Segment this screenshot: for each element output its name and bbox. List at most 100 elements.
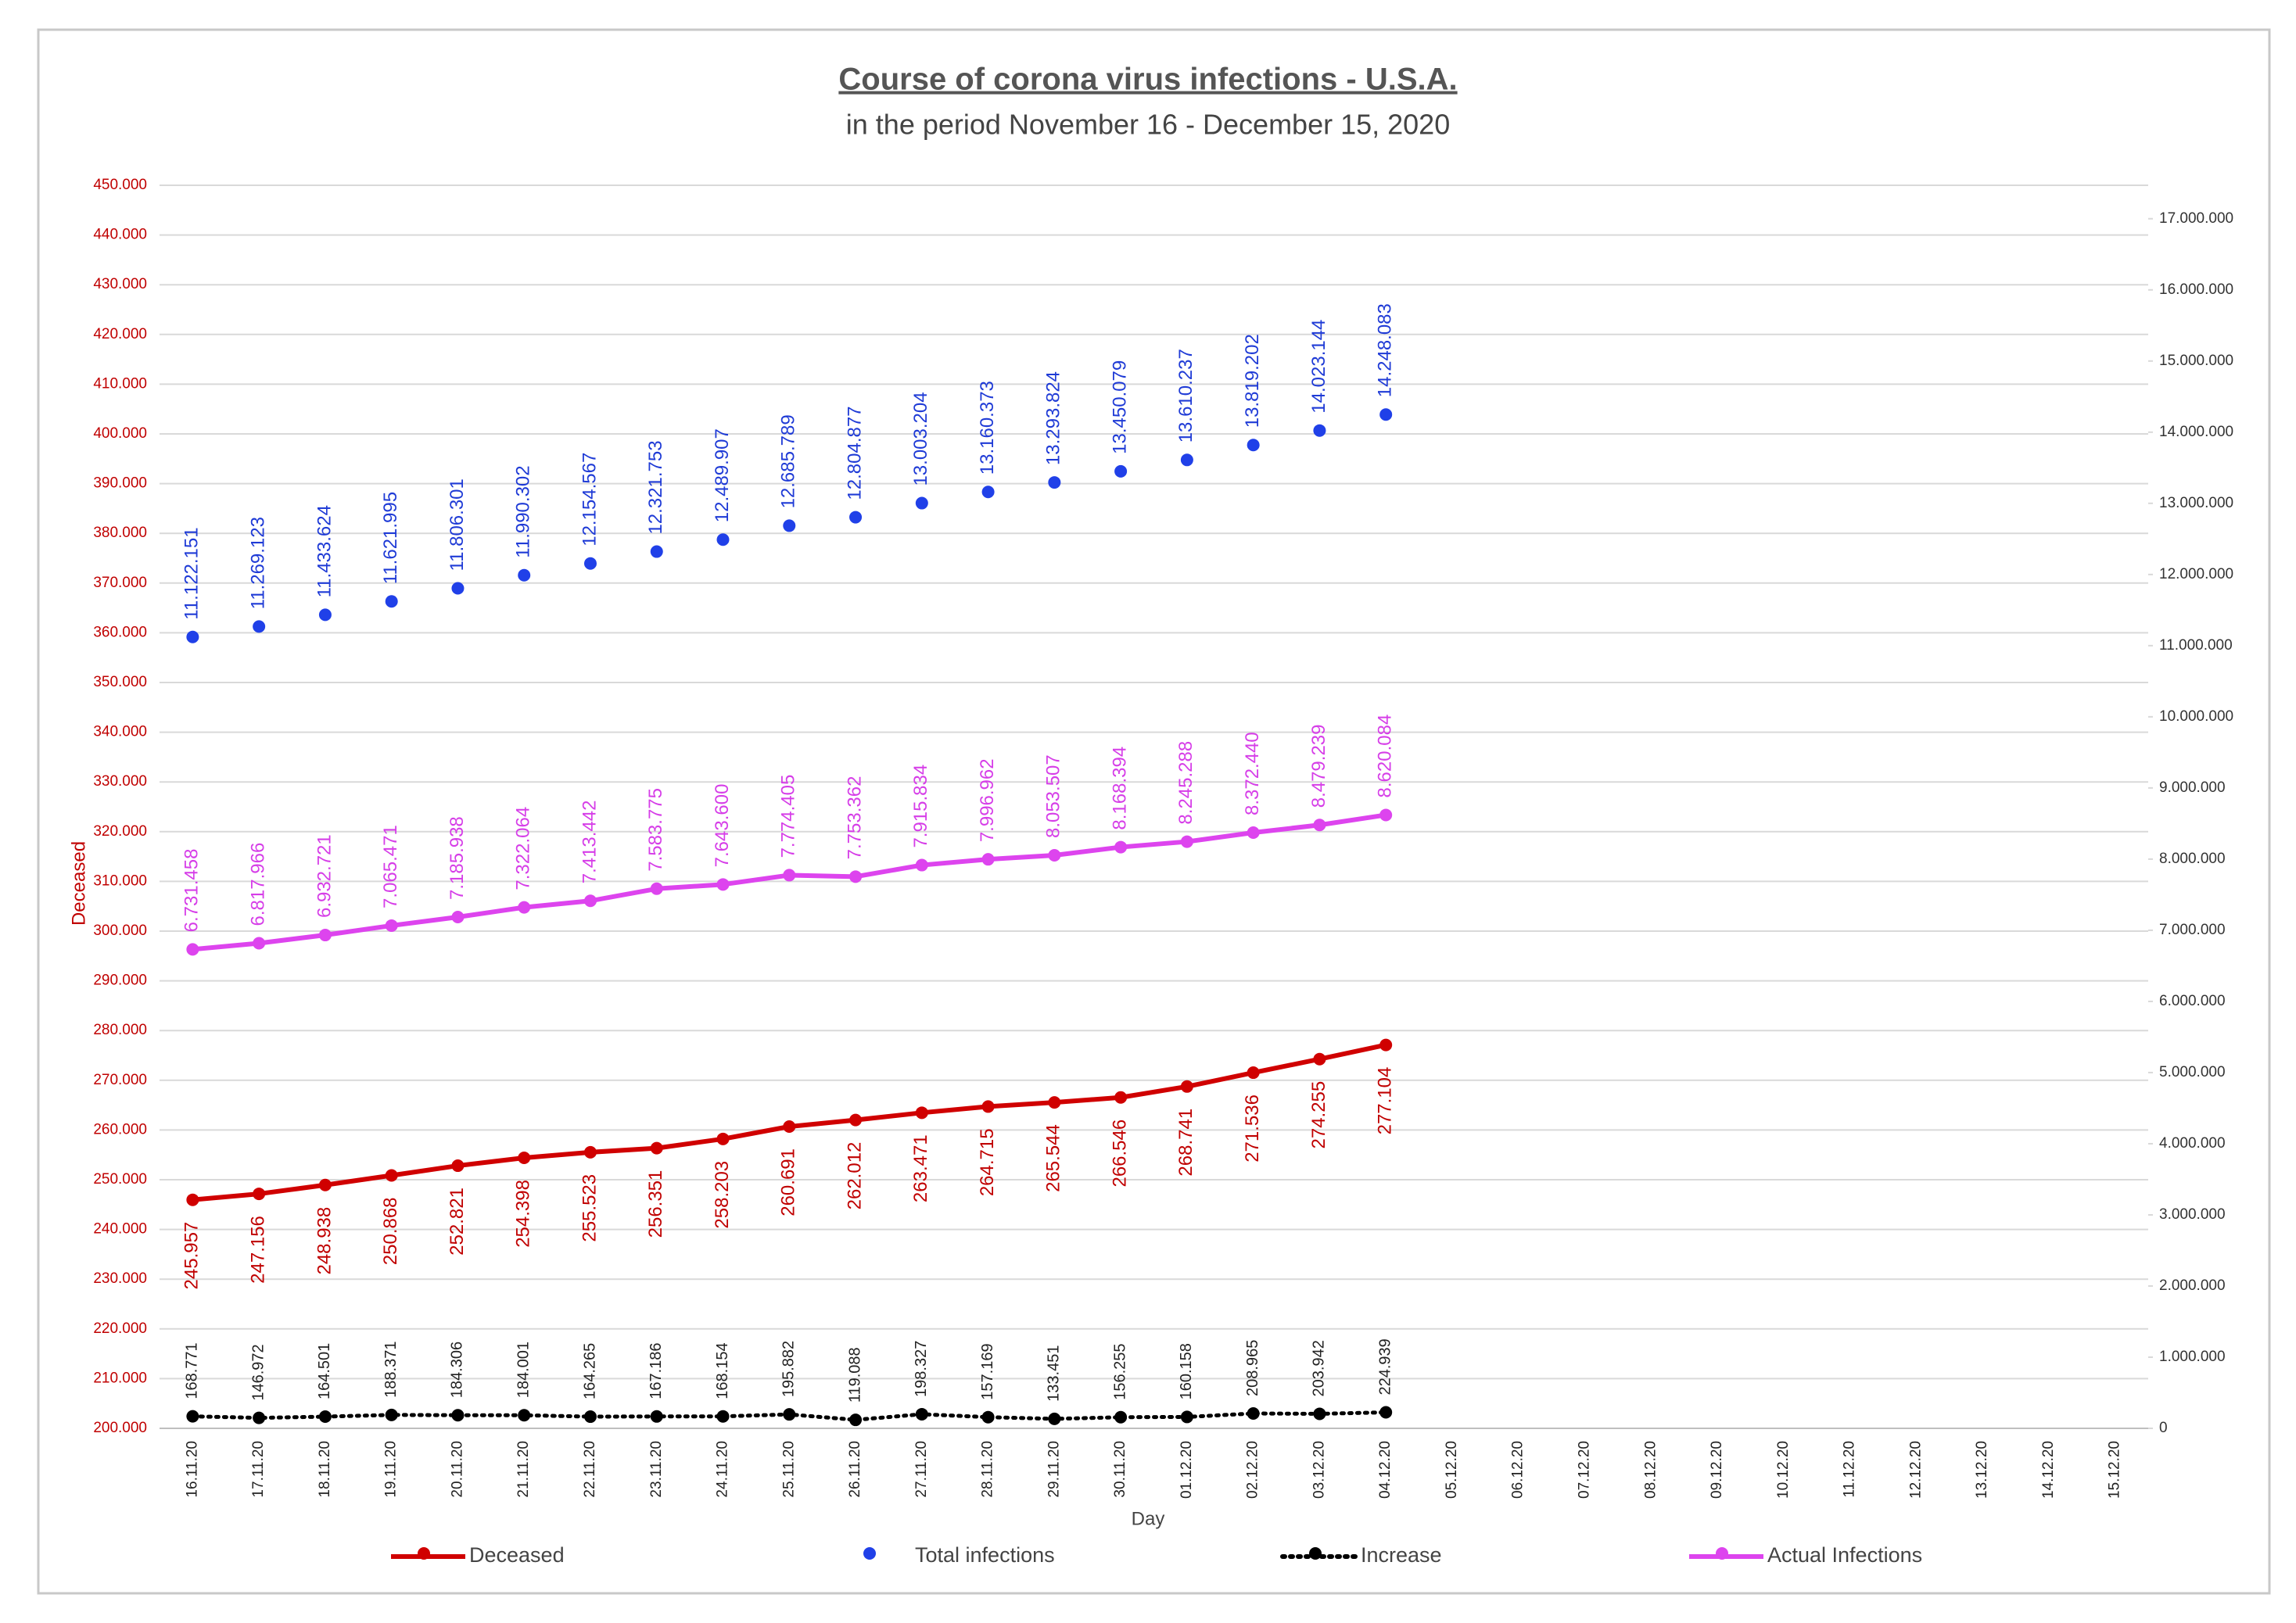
y-tick-label: 270.000 — [93, 1072, 147, 1088]
chart-border — [37, 28, 2271, 1595]
data-point — [253, 937, 266, 950]
data-label: 8.053.507 — [1043, 754, 1064, 838]
data-label: 277.104 — [1375, 1067, 1396, 1135]
data-label: 258.203 — [712, 1161, 733, 1229]
x-tick-label: 08.12.20 — [1642, 1441, 1659, 1499]
y-tick-label: 200.000 — [93, 1420, 147, 1436]
y2-tick-label: 4.000.000 — [2159, 1135, 2226, 1152]
data-point — [1247, 1066, 1260, 1080]
y-axis-label: Deceased — [68, 841, 89, 926]
data-label: 12.489.907 — [712, 428, 733, 522]
y-tick-label: 230.000 — [93, 1270, 147, 1287]
data-label: 167.186 — [648, 1342, 665, 1399]
data-label: 250.868 — [380, 1197, 401, 1265]
data-label: 7.065.471 — [380, 825, 401, 908]
x-tick-label: 04.12.20 — [1377, 1441, 1394, 1499]
data-point — [451, 1409, 465, 1422]
data-point — [1180, 835, 1193, 848]
data-point — [1048, 1096, 1061, 1109]
x-tick-label: 11.12.20 — [1842, 1441, 1858, 1498]
x-tick-label: 03.12.20 — [1311, 1441, 1327, 1499]
data-point — [1048, 476, 1061, 489]
data-label: 12.321.753 — [645, 440, 666, 534]
data-point — [583, 557, 597, 570]
data-point — [318, 1178, 332, 1191]
y2-tick-label: 11.000.000 — [2159, 637, 2233, 654]
data-label: 157.169 — [979, 1343, 996, 1399]
data-label: 7.583.775 — [645, 788, 666, 872]
x-tick-label: 19.11.20 — [383, 1441, 400, 1498]
data-point — [1379, 1406, 1393, 1419]
x-tick-label: 07.12.20 — [1576, 1441, 1592, 1499]
y-tick-label: 330.000 — [93, 773, 147, 790]
data-point — [783, 1408, 796, 1421]
data-label: 203.942 — [1311, 1340, 1328, 1396]
y2-tick-label: 15.000.000 — [2159, 353, 2233, 369]
data-label: 264.715 — [977, 1128, 998, 1196]
y-tick-label: 340.000 — [93, 724, 147, 740]
data-label: 12.154.567 — [579, 453, 600, 546]
legend-marker — [1716, 1547, 1728, 1560]
x-tick-label: 13.12.20 — [1974, 1441, 1990, 1499]
x-tick-label: 06.12.20 — [1510, 1441, 1526, 1499]
data-label: 11.990.302 — [513, 465, 534, 557]
data-label: 184.001 — [515, 1342, 532, 1398]
data-point — [318, 929, 332, 942]
data-point — [1313, 819, 1326, 832]
y-tick-label: 290.000 — [93, 973, 147, 989]
data-point — [650, 1141, 663, 1155]
data-point — [849, 1113, 863, 1127]
data-point — [915, 496, 928, 510]
series-2: 168.771 146.972 164.501 188.371 184.306 184.0… — [184, 1338, 1394, 1427]
legend-label: Increase — [1361, 1543, 1442, 1567]
y2-tick-label: 0 — [2159, 1420, 2168, 1436]
y-tick-label: 300.000 — [93, 923, 147, 939]
data-point — [1247, 1406, 1260, 1420]
legend-label: Deceased — [469, 1543, 565, 1567]
data-point — [583, 1410, 597, 1424]
data-label: 14.023.144 — [1308, 320, 1329, 414]
data-label: 11.806.301 — [447, 478, 468, 571]
x-tick-label: 16.11.20 — [184, 1441, 200, 1498]
y2-tick-label: 8.000.000 — [2159, 851, 2226, 867]
data-point — [1180, 1080, 1193, 1093]
data-label: 11.621.995 — [380, 492, 401, 584]
data-label: 256.351 — [645, 1170, 666, 1238]
data-label: 245.957 — [181, 1222, 203, 1290]
data-label: 7.185.938 — [447, 816, 468, 900]
data-label: 268.741 — [1175, 1109, 1196, 1177]
x-tick-label: 22.11.20 — [582, 1441, 598, 1498]
data-point — [650, 545, 663, 558]
data-point — [518, 1152, 531, 1165]
x-tick-label: 05.12.20 — [1444, 1441, 1460, 1499]
data-point — [253, 1411, 266, 1424]
data-point — [1180, 453, 1193, 467]
data-point — [518, 901, 531, 914]
y-tick-label: 210.000 — [93, 1370, 147, 1386]
data-label: 252.821 — [447, 1188, 468, 1256]
x-tick-label: 30.11.20 — [1112, 1441, 1128, 1498]
data-point — [650, 882, 663, 895]
y2-tick-label: 1.000.000 — [2159, 1349, 2226, 1365]
x-tick-label: 24.11.20 — [715, 1441, 731, 1498]
data-label: 208.965 — [1244, 1340, 1261, 1396]
y-tick-label: 320.000 — [93, 823, 147, 840]
data-label: 7.413.442 — [579, 800, 600, 883]
x-tick-label: 14.12.20 — [2040, 1441, 2057, 1499]
data-label: 254.398 — [513, 1180, 534, 1248]
data-label: 195.882 — [780, 1341, 798, 1397]
x-tick-label: 23.11.20 — [648, 1441, 665, 1498]
y-tick-label: 260.000 — [93, 1121, 147, 1138]
data-point — [915, 1407, 928, 1421]
data-point — [1180, 1410, 1193, 1424]
data-label: 266.546 — [1109, 1120, 1130, 1188]
data-label: 6.817.966 — [247, 843, 268, 926]
y2-tick-label: 9.000.000 — [2159, 779, 2226, 796]
data-point — [915, 858, 928, 872]
data-point — [1379, 408, 1393, 421]
data-point — [783, 1120, 796, 1134]
y-tick-label: 370.000 — [93, 575, 147, 591]
y2-tick-label: 16.000.000 — [2159, 281, 2233, 298]
data-label: 255.523 — [579, 1174, 600, 1242]
x-tick-label: 27.11.20 — [913, 1441, 930, 1498]
